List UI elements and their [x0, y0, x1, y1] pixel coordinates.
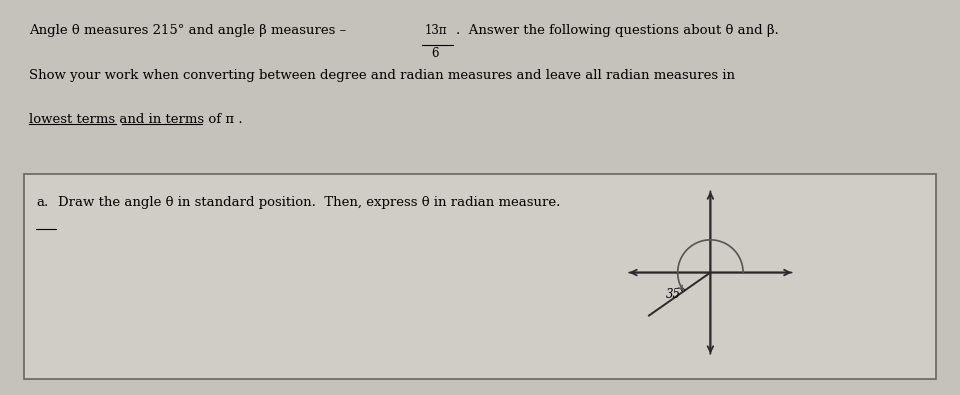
Text: .  Answer the following questions about θ and β.: . Answer the following questions about θ…: [456, 24, 779, 37]
Text: 6: 6: [431, 47, 439, 60]
Text: lowest terms and in terms of π .: lowest terms and in terms of π .: [29, 113, 243, 126]
Text: Angle θ measures 215° and angle β measures –: Angle θ measures 215° and angle β measur…: [29, 24, 346, 37]
Text: 35°: 35°: [666, 288, 686, 301]
Text: Show your work when converting between degree and radian measures and leave all : Show your work when converting between d…: [29, 69, 734, 82]
FancyBboxPatch shape: [24, 174, 936, 379]
Text: 13π: 13π: [424, 24, 446, 37]
Text: a.: a.: [36, 196, 49, 209]
Text: Draw the angle θ in standard position.  Then, express θ in radian measure.: Draw the angle θ in standard position. T…: [58, 196, 560, 209]
